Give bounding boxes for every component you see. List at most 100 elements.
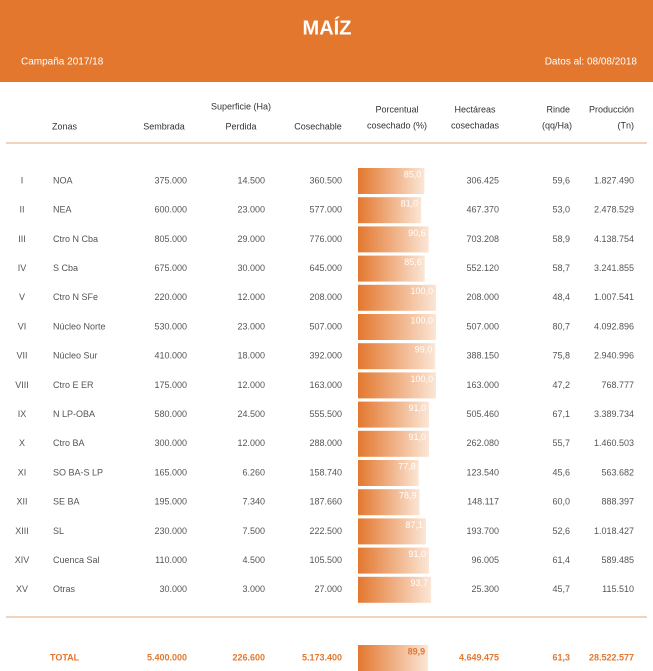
- cell: 410.000: [154, 351, 187, 361]
- cell: 30.000: [159, 584, 187, 594]
- cell: SO BA-S LP: [53, 467, 103, 477]
- cell: 158.740: [309, 467, 342, 477]
- cell: 18.000: [237, 351, 265, 361]
- pct-bar: [358, 401, 429, 428]
- pct-bar: [358, 489, 420, 516]
- cell: 61,4: [552, 555, 570, 565]
- cell: 507.000: [309, 321, 342, 331]
- pct-bar: [358, 372, 436, 399]
- cell: Cuenca Sal: [53, 555, 100, 565]
- col-header: Perdida: [225, 121, 256, 131]
- cell: 29.000: [237, 234, 265, 244]
- cell: 306.425: [466, 175, 499, 185]
- cell: 23.000: [237, 321, 265, 331]
- cell: 392.000: [309, 351, 342, 361]
- cell: 53,0: [552, 205, 570, 215]
- cell: N LP-OBA: [53, 409, 95, 419]
- cell: 888.397: [601, 497, 634, 507]
- pct-bar: [358, 255, 425, 282]
- cell: X: [19, 438, 25, 448]
- cell: VI: [18, 321, 27, 331]
- col-header: Producción: [589, 104, 634, 114]
- cell: 60,0: [552, 497, 570, 507]
- cell: TOTAL: [50, 652, 80, 662]
- pct-label: 85,0: [404, 169, 422, 179]
- pct-label: 91,0: [408, 432, 426, 442]
- cell: 1.007.541: [594, 292, 634, 302]
- cell: 288.000: [309, 438, 342, 448]
- cell: 7.500: [242, 526, 265, 536]
- header-band: [0, 0, 653, 82]
- cell: 14.500: [237, 175, 265, 185]
- cell: 115.510: [602, 584, 634, 594]
- cell: 28.522.577: [589, 652, 634, 662]
- cell: 148.117: [467, 497, 499, 507]
- pct-bar: [358, 168, 425, 194]
- cell: 7.340: [242, 497, 265, 507]
- cell: 23.000: [237, 205, 265, 215]
- cell: 80,7: [552, 321, 570, 331]
- cell: 6.260: [242, 467, 265, 477]
- cell: 600.000: [154, 205, 187, 215]
- cell: 230.000: [154, 526, 187, 536]
- col-header: cosechado (%): [367, 120, 427, 130]
- pct-bar: [358, 547, 429, 574]
- cell: 105.500: [309, 555, 342, 565]
- cell: I: [21, 175, 24, 185]
- pct-label: 91,0: [408, 403, 426, 413]
- cell: Ctro N SFe: [53, 292, 98, 302]
- cell: 163.000: [309, 380, 342, 390]
- cell: 2.478.529: [594, 205, 634, 215]
- pct-label: 91,0: [408, 549, 426, 559]
- cell: VIII: [15, 380, 29, 390]
- cell: 768.777: [601, 380, 634, 390]
- cell: 175.000: [154, 380, 187, 390]
- cell: 375.000: [154, 175, 187, 185]
- cell: 505.460: [466, 409, 499, 419]
- cell: 48,4: [552, 292, 570, 302]
- cell: Ctro E ER: [53, 380, 94, 390]
- col-header: Zonas: [52, 121, 78, 131]
- pct-bar: [358, 576, 432, 603]
- cell: VII: [16, 351, 27, 361]
- cell: 45,7: [552, 584, 570, 594]
- col-header: Rinde: [546, 104, 570, 114]
- cell: 645.000: [309, 263, 342, 273]
- cell: 805.000: [154, 234, 187, 244]
- pct-bar: [358, 226, 429, 253]
- cell: 467.370: [466, 205, 499, 215]
- cell: Núcleo Sur: [53, 351, 98, 361]
- cell: IV: [18, 263, 27, 273]
- cell: Ctro BA: [53, 438, 85, 448]
- cell: 589.485: [601, 555, 634, 565]
- cell: 703.208: [466, 234, 499, 244]
- cell: 3.389.734: [594, 409, 634, 419]
- pct-label: 90,6: [408, 228, 426, 238]
- pct-label: 99,0: [415, 345, 433, 355]
- cell: 27.000: [314, 584, 342, 594]
- cell: 3.000: [242, 584, 265, 594]
- cell: 262.080: [466, 438, 499, 448]
- pct-bar: [358, 197, 422, 224]
- title: MAÍZ: [303, 16, 352, 39]
- cell: 61,3: [552, 652, 570, 662]
- cell: 555.500: [309, 409, 342, 419]
- cell: II: [19, 205, 24, 215]
- cell: 4.500: [242, 555, 265, 565]
- pct-label: 87,1: [405, 520, 423, 530]
- pct-label: 100,0: [410, 374, 433, 384]
- cell: 165.000: [154, 467, 187, 477]
- cell: S Cba: [53, 263, 78, 273]
- cell: 1.018.427: [594, 526, 634, 536]
- cell: 552.120: [466, 263, 499, 273]
- pct-label: 78,9: [399, 491, 417, 501]
- col-header: Superficie (Ha): [211, 101, 271, 111]
- col-header: Hectáreas: [454, 104, 496, 114]
- cell: 59,6: [552, 175, 570, 185]
- cell: 388.150: [466, 351, 499, 361]
- cell: 4.092.896: [594, 321, 634, 331]
- cell: 4.138.754: [594, 234, 634, 244]
- col-header: (qq/Ha): [542, 120, 572, 130]
- cell: Otras: [53, 584, 76, 594]
- pct-bar: [358, 343, 436, 370]
